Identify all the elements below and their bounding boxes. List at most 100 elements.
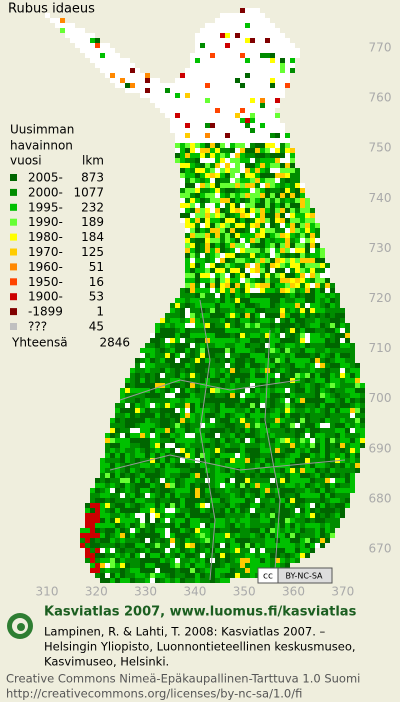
grid-cell	[245, 228, 250, 233]
grid-cell	[275, 553, 280, 558]
grid-cell	[335, 448, 340, 453]
grid-cell	[170, 458, 175, 463]
grid-cell	[300, 273, 305, 278]
grid-cell	[215, 503, 220, 508]
grid-cell	[105, 473, 110, 478]
grid-cell	[165, 448, 170, 453]
grid-cell	[250, 328, 255, 333]
grid-cell	[235, 133, 240, 138]
grid-cell	[305, 418, 310, 423]
grid-cell	[345, 478, 350, 483]
grid-cell	[250, 223, 255, 228]
grid-cell	[180, 93, 185, 98]
grid-cell	[340, 473, 345, 478]
grid-cell	[265, 528, 270, 533]
grid-cell	[215, 263, 220, 268]
grid-cell	[280, 248, 285, 253]
grid-cell	[140, 433, 145, 438]
grid-cell	[305, 213, 310, 218]
grid-cell	[250, 128, 255, 133]
grid-cell	[275, 453, 280, 458]
grid-cell	[135, 448, 140, 453]
grid-cell	[355, 408, 360, 413]
grid-cell	[290, 458, 295, 463]
grid-cell	[245, 298, 250, 303]
grid-cell	[280, 128, 285, 133]
grid-cell	[255, 123, 260, 128]
grid-cell	[255, 433, 260, 438]
grid-cell	[135, 428, 140, 433]
grid-cell	[340, 453, 345, 458]
grid-cell	[255, 203, 260, 208]
grid-cell	[325, 388, 330, 393]
grid-cell	[190, 398, 195, 403]
grid-cell	[340, 393, 345, 398]
grid-cell	[275, 448, 280, 453]
grid-cell	[295, 528, 300, 533]
grid-cell	[170, 388, 175, 393]
grid-cell	[270, 343, 275, 348]
grid-cell	[120, 528, 125, 533]
grid-cell	[235, 293, 240, 298]
grid-cell	[180, 458, 185, 463]
grid-cell	[185, 478, 190, 483]
grid-cell	[240, 348, 245, 353]
grid-cell	[205, 348, 210, 353]
grid-cell	[255, 178, 260, 183]
grid-cell	[130, 373, 135, 378]
grid-cell	[145, 548, 150, 553]
grid-cell	[165, 508, 170, 513]
grid-cell	[130, 488, 135, 493]
grid-cell	[235, 493, 240, 498]
grid-cell	[225, 363, 230, 368]
grid-cell	[205, 43, 210, 48]
grid-cell	[160, 443, 165, 448]
grid-cell	[205, 283, 210, 288]
grid-cell	[270, 228, 275, 233]
grid-cell	[230, 463, 235, 468]
grid-cell	[195, 453, 200, 458]
grid-cell	[350, 453, 355, 458]
grid-cell	[205, 168, 210, 173]
grid-cell	[295, 338, 300, 343]
grid-cell	[125, 513, 130, 518]
grid-cell	[240, 48, 245, 53]
grid-cell	[295, 53, 300, 58]
grid-cell	[230, 453, 235, 458]
grid-cell	[340, 353, 345, 358]
grid-cell	[150, 403, 155, 408]
grid-cell	[205, 193, 210, 198]
grid-cell	[235, 463, 240, 468]
grid-cell	[185, 573, 190, 578]
grid-cell	[265, 498, 270, 503]
grid-cell	[205, 508, 210, 513]
grid-cell	[180, 468, 185, 473]
grid-cell	[270, 248, 275, 253]
grid-cell	[190, 103, 195, 108]
grid-cell	[225, 418, 230, 423]
grid-cell	[135, 78, 140, 83]
grid-cell	[210, 43, 215, 48]
grid-cell	[225, 438, 230, 443]
grid-cell	[355, 403, 360, 408]
grid-cell	[170, 538, 175, 543]
grid-cell	[275, 58, 280, 63]
grid-cell	[255, 258, 260, 263]
grid-cell	[260, 438, 265, 443]
grid-cell	[180, 553, 185, 558]
grid-cell	[240, 153, 245, 158]
x-coordinate-label: 330	[134, 585, 157, 599]
grid-cell	[280, 208, 285, 213]
grid-cell	[275, 398, 280, 403]
grid-cell	[240, 458, 245, 463]
grid-cell	[330, 498, 335, 503]
grid-cell	[145, 408, 150, 413]
grid-cell	[200, 318, 205, 323]
grid-cell	[255, 133, 260, 138]
grid-cell	[105, 453, 110, 458]
grid-cell	[240, 393, 245, 398]
grid-cell	[285, 243, 290, 248]
grid-cell	[170, 483, 175, 488]
legend-swatch	[10, 263, 17, 271]
grid-cell	[300, 343, 305, 348]
